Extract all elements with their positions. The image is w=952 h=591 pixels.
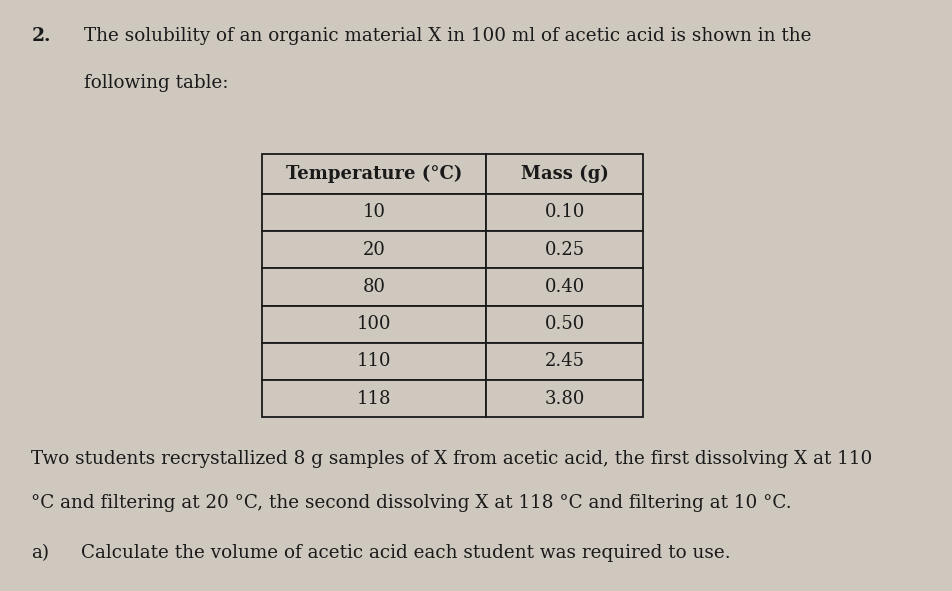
- Text: Calculate the volume of acetic acid each student was required to use.: Calculate the volume of acetic acid each…: [81, 544, 730, 562]
- Bar: [262, 268, 486, 306]
- Text: 0.40: 0.40: [544, 278, 585, 296]
- Bar: [486, 306, 643, 343]
- Text: 2.: 2.: [31, 27, 50, 44]
- Text: 0.25: 0.25: [544, 241, 585, 259]
- Text: 2.45: 2.45: [545, 352, 584, 371]
- Text: 80: 80: [362, 278, 386, 296]
- Bar: [486, 194, 643, 231]
- Text: Temperature (°C): Temperature (°C): [286, 165, 462, 183]
- Text: 100: 100: [356, 315, 391, 333]
- Bar: [262, 194, 486, 231]
- Bar: [486, 380, 643, 417]
- Text: following table:: following table:: [84, 74, 228, 92]
- Text: 118: 118: [356, 389, 391, 408]
- Text: °C and filtering at 20 °C, the second dissolving X at 118 °C and filtering at 10: °C and filtering at 20 °C, the second di…: [31, 494, 791, 512]
- Text: a): a): [31, 544, 50, 562]
- Bar: [262, 306, 486, 343]
- Bar: [486, 343, 643, 380]
- Bar: [262, 380, 486, 417]
- Bar: [262, 343, 486, 380]
- Text: 0.50: 0.50: [544, 315, 585, 333]
- Bar: [486, 231, 643, 268]
- Bar: [262, 154, 486, 194]
- Bar: [486, 154, 643, 194]
- Text: 3.80: 3.80: [544, 389, 585, 408]
- Text: 10: 10: [362, 203, 386, 222]
- Text: 20: 20: [362, 241, 386, 259]
- Text: Mass (g): Mass (g): [520, 165, 608, 183]
- Text: Two students recrystallized 8 g samples of X from acetic acid, the first dissolv: Two students recrystallized 8 g samples …: [31, 450, 872, 467]
- Text: 0.10: 0.10: [544, 203, 585, 222]
- Bar: [262, 231, 486, 268]
- Text: 110: 110: [356, 352, 391, 371]
- Text: The solubility of an organic material X in 100 ml of acetic acid is shown in the: The solubility of an organic material X …: [84, 27, 810, 44]
- Bar: [486, 268, 643, 306]
